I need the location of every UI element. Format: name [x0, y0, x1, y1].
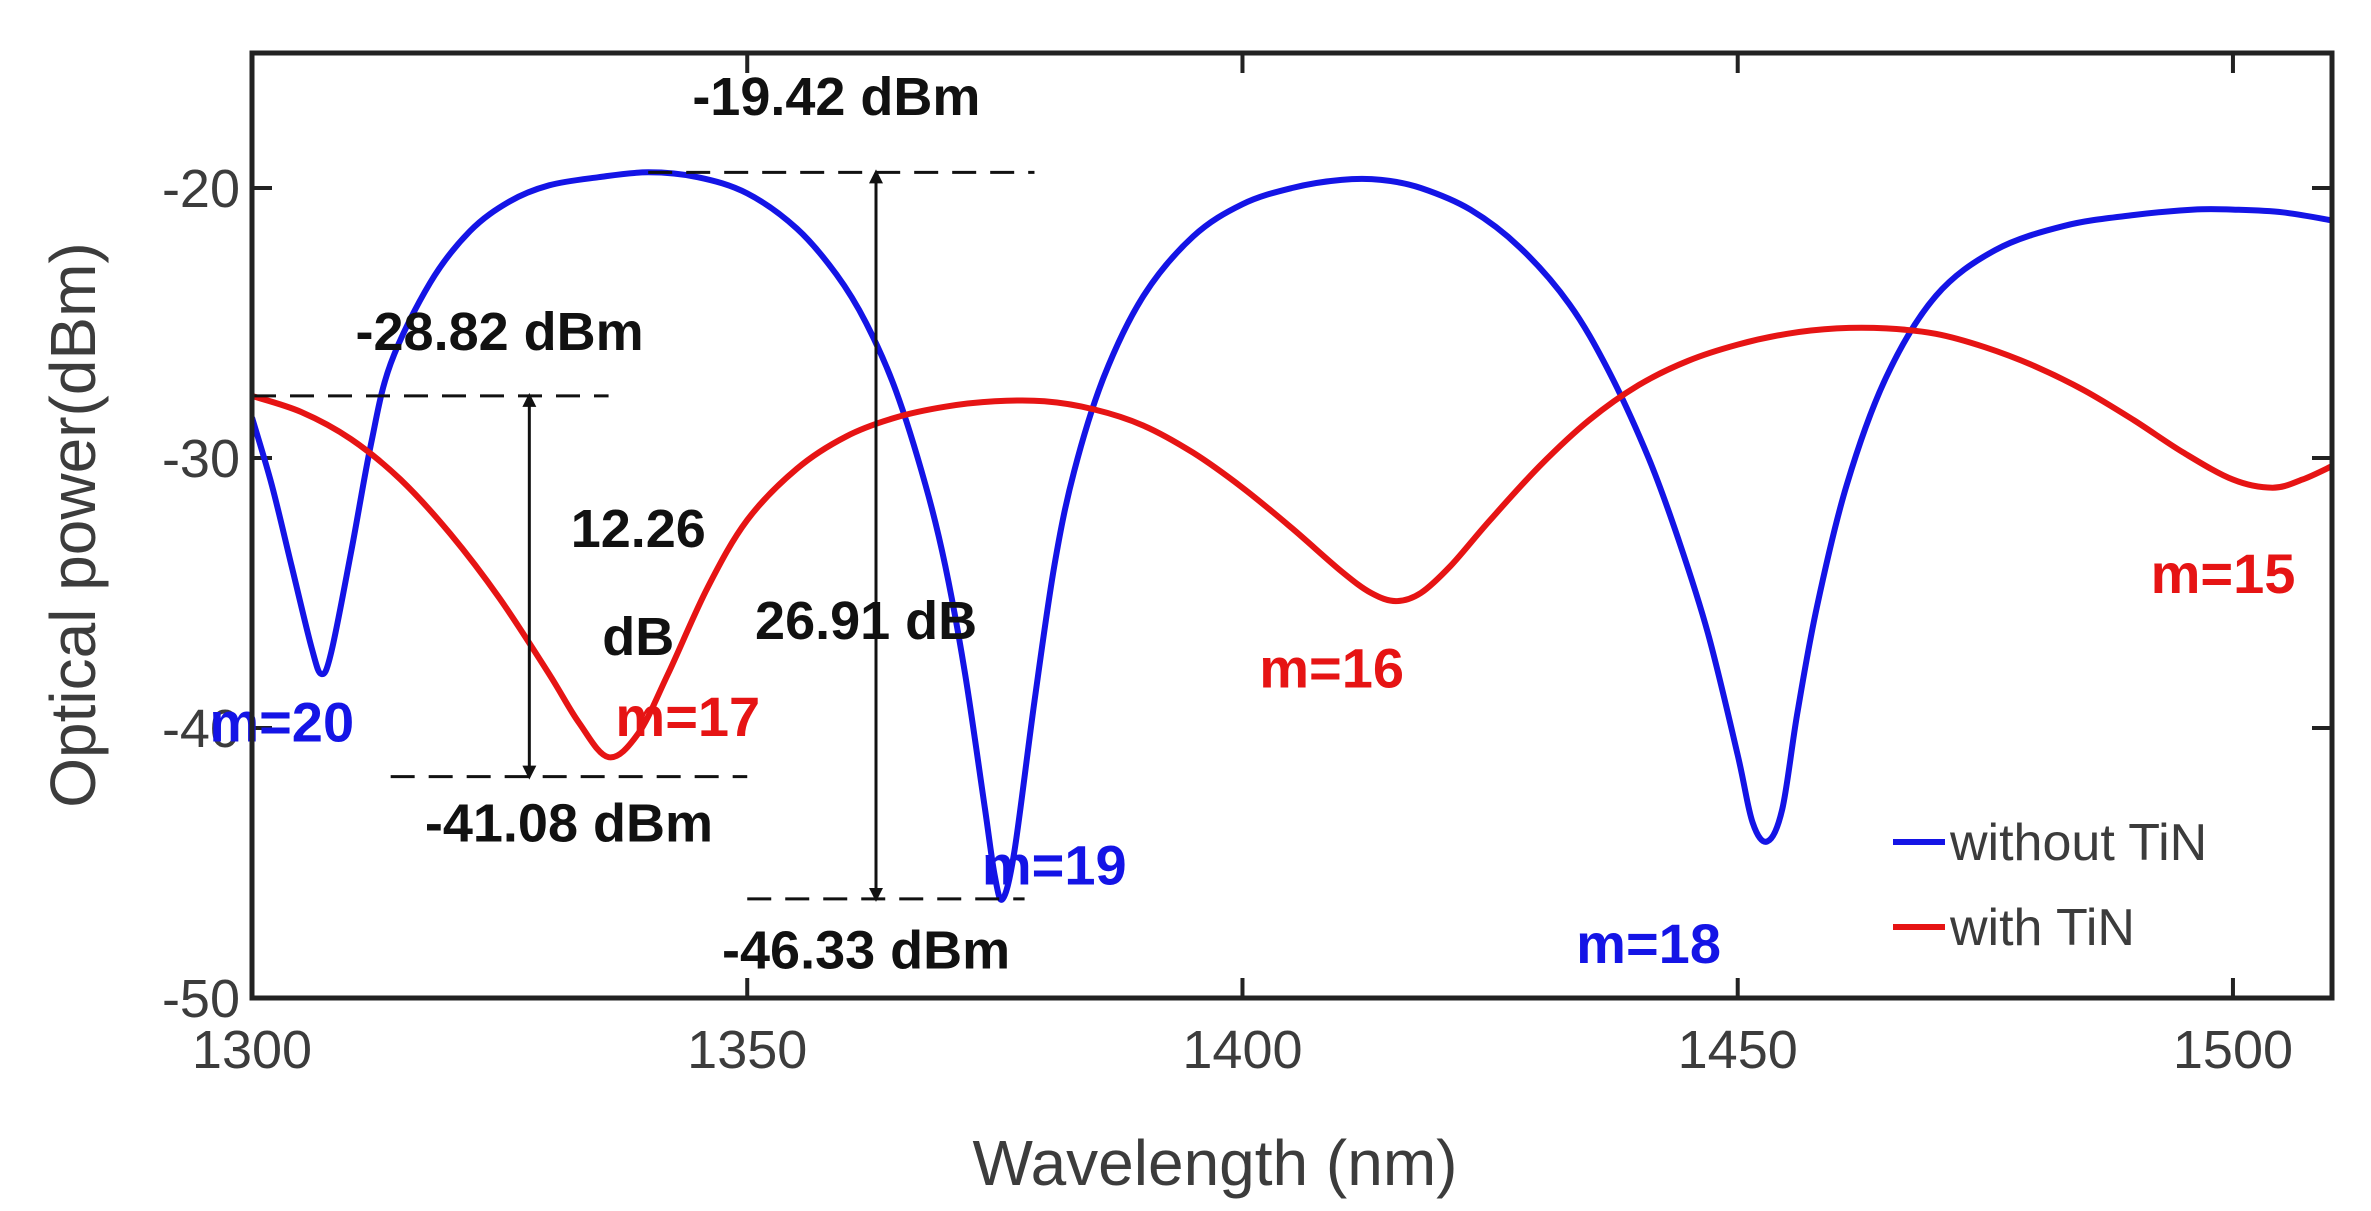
plot-frame: [249, 50, 2335, 1001]
legend-label-with-tin: with TiN: [1949, 899, 2135, 957]
legend: without TiN with TiN: [1893, 814, 2207, 957]
mode-label: m=17: [615, 685, 760, 748]
series-line-without-tin: [252, 169, 2332, 903]
x-tick-label: 1500: [2173, 1020, 2293, 1080]
red-difference-unit: dB: [602, 607, 674, 667]
y-tick-label: -50: [162, 969, 240, 1029]
blue-difference-label: 26.91 dB: [755, 591, 977, 651]
peak-red-label: -28.82 dBm: [356, 302, 644, 362]
dip-blue-label: -46.33 dBm: [722, 920, 1010, 980]
y-tick-label: -20: [162, 159, 240, 219]
x-axis-title: Wavelength (nm): [973, 1127, 1458, 1199]
legend-label-without-tin: without TiN: [1949, 814, 2207, 872]
series-line-with-tin: [252, 324, 2332, 761]
peak-blue-label: -19.42 dBm: [692, 67, 980, 127]
y-tick-label: -30: [162, 429, 240, 489]
x-tick-label: 1300: [192, 1020, 312, 1080]
x-tick-label: 1350: [687, 1020, 807, 1080]
x-tick-label: 1450: [1678, 1020, 1798, 1080]
mode-label: m=19: [982, 834, 1127, 897]
mode-label: m=15: [2151, 542, 2296, 605]
mode-label: m=16: [1259, 637, 1404, 700]
x-tick-label: 1400: [1182, 1020, 1302, 1080]
y-axis-title: Optical power(dBm): [37, 242, 109, 808]
mode-label: m=20: [209, 691, 354, 754]
mode-label: m=18: [1576, 912, 1721, 975]
y-tick-label: -40: [162, 699, 240, 759]
dip-red-label: -41.08 dBm: [425, 793, 713, 853]
red-difference-value: 12.26: [571, 499, 706, 559]
